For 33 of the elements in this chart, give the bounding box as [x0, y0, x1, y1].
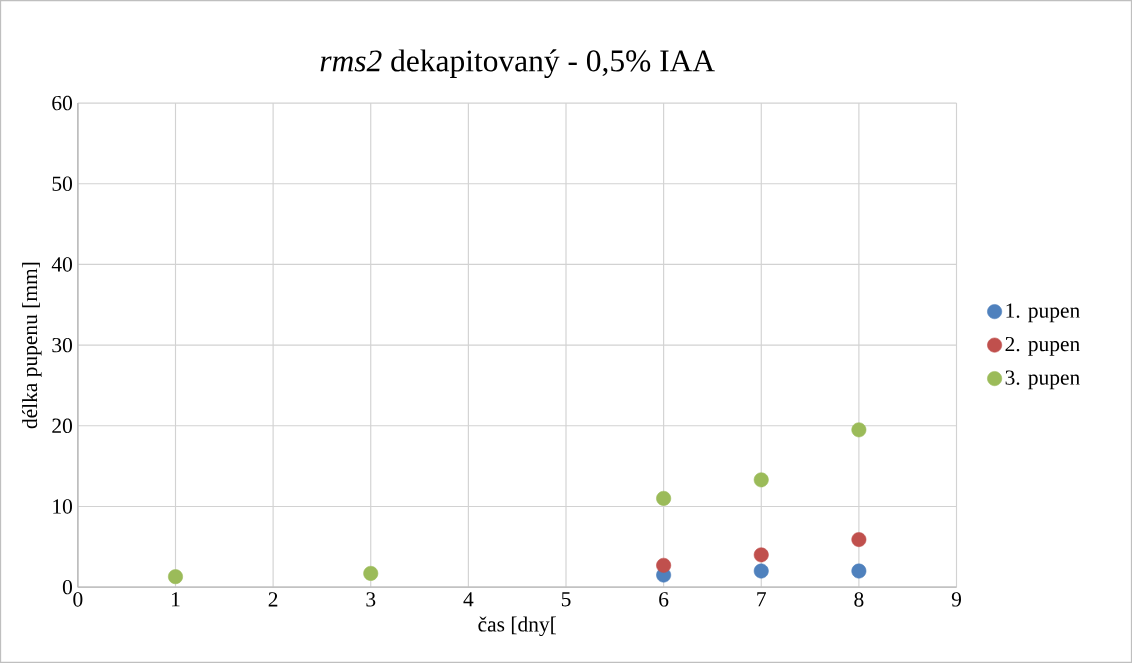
- x-tick-label: 7: [757, 592, 766, 607]
- point: [851, 532, 867, 547]
- y-tick-label: 20: [52, 418, 72, 434]
- point: [753, 563, 769, 579]
- point: [753, 472, 769, 488]
- legend-label: 3. pupen: [1005, 370, 1080, 390]
- x-tick-label: 1: [172, 592, 180, 607]
- y-tick-label: 30: [52, 337, 72, 353]
- point: [363, 566, 379, 581]
- point: [753, 547, 769, 563]
- point: [656, 557, 672, 573]
- x-tick-label: 0: [73, 592, 83, 607]
- x-tick-label: 3: [366, 592, 376, 607]
- x-tick-label: 8: [854, 592, 864, 607]
- y-axis-title: délka pupenu [mm]: [22, 262, 42, 429]
- x-tick-label: 5: [561, 592, 571, 607]
- point: [656, 490, 672, 506]
- y-tick-label: 10: [53, 499, 72, 514]
- x-tick-label: 4: [463, 592, 474, 607]
- y-tick-label: 0: [62, 579, 72, 595]
- y-tick-label: 40: [51, 257, 72, 272]
- legend-label: 2. pupen: [1005, 336, 1080, 356]
- chart-title: rms2 dekapitovaný - 0,5% IAA: [320, 49, 715, 79]
- x-axis-title: čas [dny[: [478, 616, 557, 637]
- x-tick-label: 9: [951, 592, 961, 607]
- x-tick-label: 6: [659, 592, 669, 607]
- point: [851, 563, 867, 579]
- y-tick-label: 50: [52, 176, 72, 191]
- y-tick-label: 60: [52, 95, 72, 111]
- point: [851, 422, 867, 438]
- point: [168, 569, 183, 585]
- legend-label: 1. pupen: [1006, 303, 1080, 323]
- x-tick-label: 2: [268, 592, 278, 607]
